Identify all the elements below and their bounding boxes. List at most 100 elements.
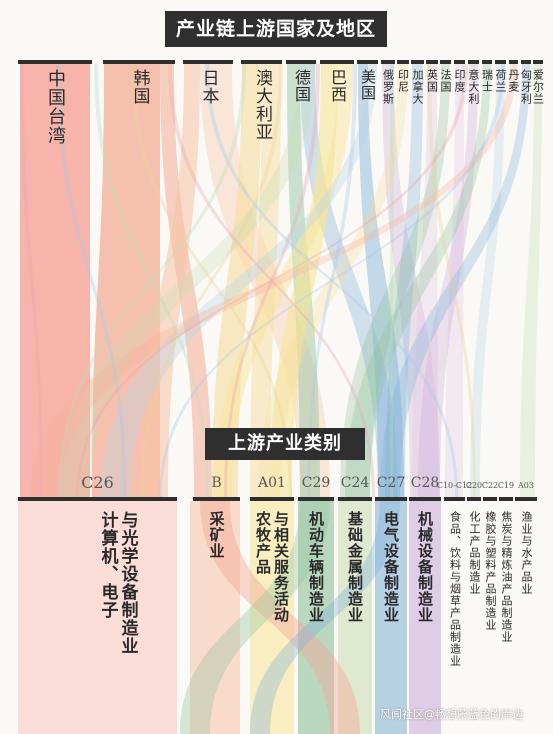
flow-usa-c26 — [100, 64, 377, 497]
industry-name-6-line-0: 机械设备制造业 — [416, 511, 434, 623]
industry-name-10-line-0: 焦炭与精炼油产品制造业 — [500, 511, 513, 643]
country-label-6: 美国 — [359, 69, 377, 101]
flow-korea-b — [160, 64, 212, 497]
flow-minor-1 — [258, 64, 408, 497]
flow-strand-7 — [141, 64, 283, 497]
flow-minor-8 — [470, 64, 505, 497]
mid-title: 上游产业类别 — [205, 428, 365, 460]
flow-strand-9 — [307, 64, 357, 497]
country-label-8: 印尼 — [396, 69, 410, 93]
country-bar-2 — [183, 60, 233, 64]
country-label-18: 爱尔兰 — [531, 69, 545, 105]
industry-name-0-line-1: 与光学设备制造业 — [117, 511, 138, 655]
flow-japan-c26 — [140, 64, 200, 497]
flow-minor-11 — [520, 64, 542, 497]
industry-name-11-line-0: 渔业与水产品业 — [520, 511, 533, 595]
flow-minor-5 — [445, 64, 464, 497]
flow-australia-b — [212, 64, 262, 497]
country-label-9: 加拿大 — [411, 69, 424, 105]
industry-name-7-line-0: 食品、饮料与烟草产品制造业 — [448, 511, 462, 667]
flow-brazil-a01 — [270, 64, 338, 497]
industry-name-2-line-1: 与相关服务活动 — [272, 511, 290, 623]
flow-strand-5 — [205, 64, 458, 497]
country-label-7: 俄罗斯 — [381, 69, 395, 105]
flow-minor-4 — [340, 64, 450, 497]
flow-brazil-b — [214, 64, 353, 497]
country-bar-0 — [18, 60, 92, 64]
flow-australia-a01 — [250, 64, 281, 497]
country-bar-7 — [381, 60, 395, 64]
industry-name-5-line-0: 电气设备制造业 — [382, 511, 400, 623]
top-title: 产业链上游国家及地区 — [165, 11, 387, 47]
country-label-3: 澳大利亚 — [252, 69, 272, 141]
country-label-17: 匈牙利 — [519, 69, 533, 105]
flow-strand-4 — [168, 64, 375, 497]
flow-minor-6 — [418, 64, 478, 497]
country-label-0: 中国台湾 — [45, 69, 66, 145]
country-bar-14 — [482, 60, 492, 64]
flow-usa-c27 — [358, 64, 404, 497]
flow-minor-3 — [412, 64, 438, 497]
industry-name-2-line-0: 农牧产品 — [254, 511, 272, 575]
industry-name-8-line-0: 化工产品制造业 — [468, 511, 481, 595]
flow-lower-1 — [250, 501, 294, 734]
flow-strand-1 — [57, 64, 126, 497]
flow-lower-cross-0 — [200, 501, 360, 734]
flow-strand-8 — [224, 64, 320, 497]
industry-bar-5 — [375, 497, 407, 501]
industry-code-3: C29 — [301, 475, 331, 491]
country-bar-13 — [468, 60, 479, 64]
flow-strand-2 — [94, 64, 209, 497]
industry-code-9: C22 — [481, 481, 499, 490]
country-label-1: 韩国 — [129, 69, 150, 105]
flow-lower-3 — [338, 501, 372, 734]
flow-lower-cross-2 — [250, 501, 400, 734]
industry-code-10: C19 — [497, 481, 515, 490]
country-bar-11 — [440, 60, 451, 64]
industry-code-1: B — [211, 475, 222, 491]
flow-strand-6 — [58, 64, 246, 497]
country-bar-10 — [426, 60, 438, 64]
flow-lower-4 — [375, 501, 407, 734]
industry-name-9-line-0: 橡胶与塑料产品制造业 — [484, 511, 497, 631]
country-bar-16 — [509, 60, 518, 64]
industry-code-7: C10-C12 — [436, 481, 473, 490]
country-label-4: 德国 — [292, 69, 311, 103]
industry-name-0-line-0: 计算机、电子 — [97, 511, 118, 619]
industry-name-4-line-0: 基础金属制造业 — [346, 511, 364, 623]
country-bar-15 — [495, 60, 506, 64]
industry-bar-3 — [298, 497, 334, 501]
flow-strand-11 — [427, 64, 476, 497]
country-label-14: 瑞士 — [480, 69, 494, 93]
flow-lower-2 — [298, 501, 334, 734]
industry-bar-8 — [467, 497, 481, 501]
country-bar-6 — [357, 60, 378, 64]
industry-bar-7 — [444, 497, 465, 501]
country-label-12: 印度 — [453, 69, 466, 93]
flow-lower-cross-1 — [180, 501, 330, 734]
country-label-5: 巴西 — [328, 69, 347, 103]
flow-germany-c26 — [60, 64, 316, 497]
country-bar-17 — [521, 60, 531, 64]
industry-bar-4 — [338, 497, 372, 501]
flow-strand-3 — [131, 64, 292, 497]
flow-strand-10 — [390, 64, 394, 497]
country-bar-4 — [286, 60, 316, 64]
country-bar-5 — [320, 60, 354, 64]
industry-name-3-line-0: 机动车辆制造业 — [307, 511, 325, 623]
industry-code-6: C28 — [410, 475, 440, 491]
watermark: 风闻社区@畅想蔚蓝色的岸边 — [380, 708, 523, 721]
industry-code-2: A01 — [258, 475, 286, 491]
country-label-2: 日本 — [198, 69, 219, 105]
flow-minor-2 — [385, 64, 423, 497]
flow-minor-10 — [380, 64, 530, 497]
industry-code-8: C20 — [465, 481, 483, 490]
flow-strand-12 — [76, 64, 468, 497]
industry-code-0: C26 — [81, 473, 114, 492]
flow-strand-13 — [159, 64, 505, 497]
country-label-10: 英国 — [425, 69, 439, 93]
country-bar-12 — [454, 60, 465, 64]
industry-bar-10 — [499, 497, 513, 501]
